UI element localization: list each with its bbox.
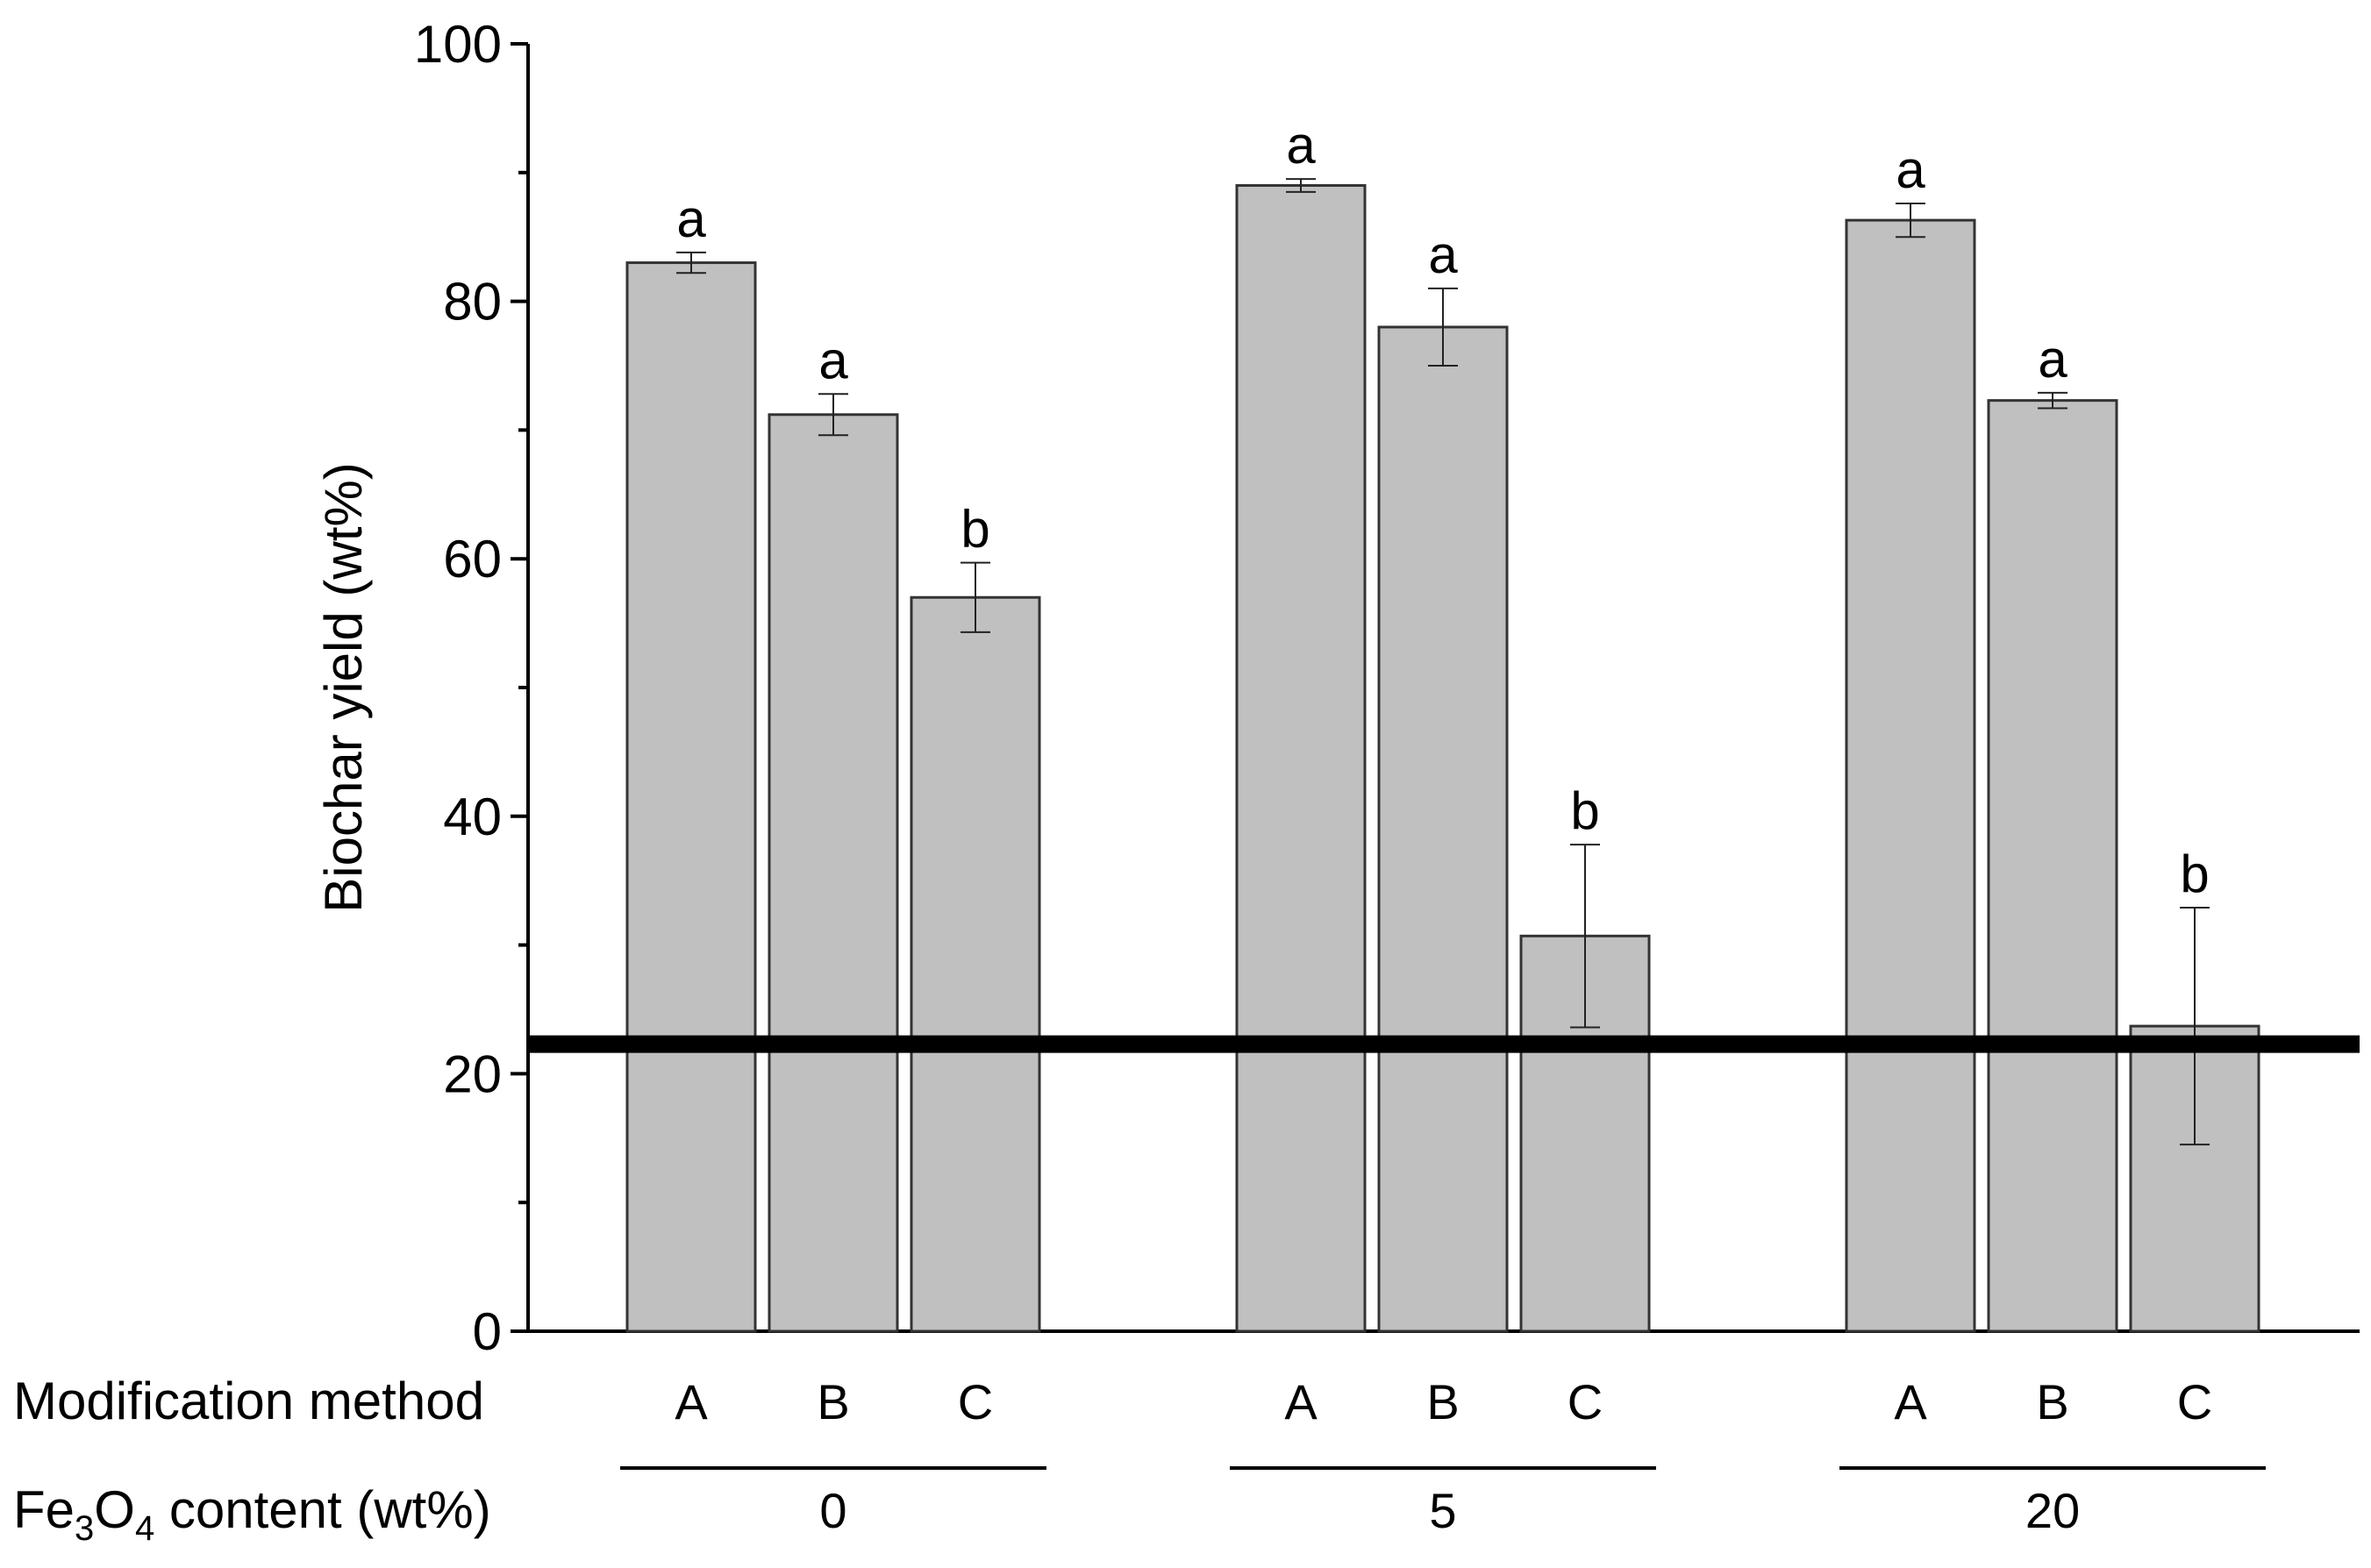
y-ticks: 0 20 40 60 80 100 [414, 15, 528, 1361]
significance-letter: a [1428, 225, 1458, 284]
bar [625, 261, 757, 1333]
bar [1235, 183, 1367, 1333]
modification-label: B [817, 1374, 849, 1429]
modification-label: A [675, 1374, 708, 1429]
y-tick-label: 100 [414, 15, 502, 74]
y-tick-label: 60 [443, 530, 502, 588]
significance-letter: a [818, 331, 848, 389]
modification-label: A [1284, 1374, 1318, 1429]
modification-label: B [1426, 1374, 1459, 1429]
bar [1519, 934, 1651, 1333]
y-tick-label: 40 [443, 788, 502, 846]
bar [910, 595, 1041, 1333]
x-labels: A B C 0 A B C 5 A B C 20 [620, 1374, 2266, 1538]
significance-letter: a [1896, 140, 1925, 199]
modification-label: B [2036, 1374, 2068, 1429]
modification-label: C [2177, 1374, 2212, 1429]
bar [1987, 399, 2118, 1333]
fe3o4-content-label: 20 [2025, 1483, 2080, 1538]
y-axis-label: Biochar yield (wt%) [314, 462, 373, 913]
fe3o4-row-label: Fe3O4 content (wt%) [13, 1480, 491, 1548]
modification-row-label: Modification method [13, 1372, 484, 1430]
significance-letter: b [1570, 781, 1599, 840]
modification-label: A [1894, 1374, 1927, 1429]
error-bars [676, 178, 2210, 1146]
significance-letter: b [961, 500, 989, 559]
y-tick-label: 0 [473, 1302, 502, 1361]
y-tick-label: 20 [443, 1044, 502, 1103]
significance-letter: a [1286, 116, 1316, 175]
bar [768, 413, 899, 1333]
bar [1845, 218, 1976, 1333]
bars [625, 183, 2260, 1333]
modification-label: C [958, 1374, 993, 1429]
significance-letters: a a b a a b a a b [676, 116, 2209, 903]
fe3o4-content-label: 5 [1429, 1483, 1456, 1538]
significance-letter: a [2038, 330, 2067, 388]
modification-label: C [1568, 1374, 1603, 1429]
fe3o4-content-label: 0 [819, 1483, 846, 1538]
y-tick-label: 80 [443, 273, 502, 331]
significance-letter: a [676, 189, 706, 248]
significance-letter: b [2180, 845, 2209, 903]
bar [1377, 325, 1509, 1333]
